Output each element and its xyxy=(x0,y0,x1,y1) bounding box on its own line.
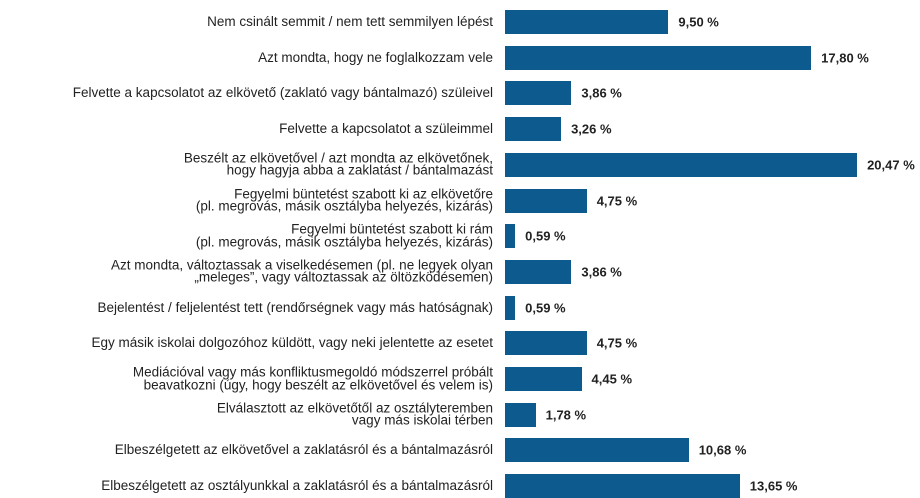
value-label: 4,45 % xyxy=(591,371,633,387)
value-label: 20,47 % xyxy=(867,157,915,173)
category-label: Azt mondta, hogy ne foglalkozzam vele xyxy=(258,49,493,65)
value-label: 10,68 % xyxy=(698,442,747,458)
bar xyxy=(505,152,858,177)
bar xyxy=(505,438,689,463)
value-label: 9,50 % xyxy=(678,14,719,30)
bar xyxy=(505,45,812,70)
value-label: 3,86 % xyxy=(581,264,622,280)
category-label: Azt mondta, változtassak a viselkedéseme… xyxy=(111,257,493,285)
category-label: Fegyelmi büntetést szabott ki rám (pl. m… xyxy=(195,221,493,250)
bar xyxy=(505,295,516,320)
value-label: 4,75 % xyxy=(596,335,638,351)
value-label: 0,59 % xyxy=(525,300,566,316)
category-label: Felvette a kapcsolatot a szüleimmel xyxy=(279,120,493,136)
category-label: Egy másik iskolai dolgozóhoz küldött, va… xyxy=(91,335,493,351)
bar xyxy=(505,402,536,427)
bar xyxy=(505,81,572,106)
bar xyxy=(505,224,516,249)
category-label: Fegyelmi büntetést szabott ki az elkövet… xyxy=(195,186,493,214)
category-label: Beszélt az elkövetővel / azt mondta az e… xyxy=(183,150,493,178)
category-label: Mediációval vagy más konfliktusmegoldó m… xyxy=(132,364,493,392)
value-label: 1,78 % xyxy=(545,407,587,423)
bar xyxy=(505,331,587,356)
bar xyxy=(505,117,562,142)
category-label: Bejelentést / feljelentést tett (rendőrs… xyxy=(97,299,493,315)
value-label: 3,86 % xyxy=(581,85,622,101)
category-label: Felvette a kapcsolatot az elkövető (zakl… xyxy=(72,85,493,101)
category-label: Elbeszélgetett az osztályunkkal a zaklat… xyxy=(101,477,493,493)
category-label: Nem csinált semmit / nem tett semmilyen … xyxy=(207,13,493,29)
bar xyxy=(505,367,582,391)
value-label: 13,65 % xyxy=(749,478,798,494)
value-label: 4,75 % xyxy=(596,193,638,208)
category-label: Elválasztott az elkövetőtől az osztályte… xyxy=(216,400,493,428)
bar xyxy=(505,10,669,34)
category-label: Elbeszélgetett az elkövetővel a zaklatás… xyxy=(114,442,493,458)
bar xyxy=(505,188,587,213)
value-label: 17,80 % xyxy=(821,50,869,66)
bar xyxy=(505,474,740,498)
value-label: 0,59 % xyxy=(525,228,566,244)
value-label: 3,26 % xyxy=(571,121,612,137)
bar xyxy=(505,259,572,284)
